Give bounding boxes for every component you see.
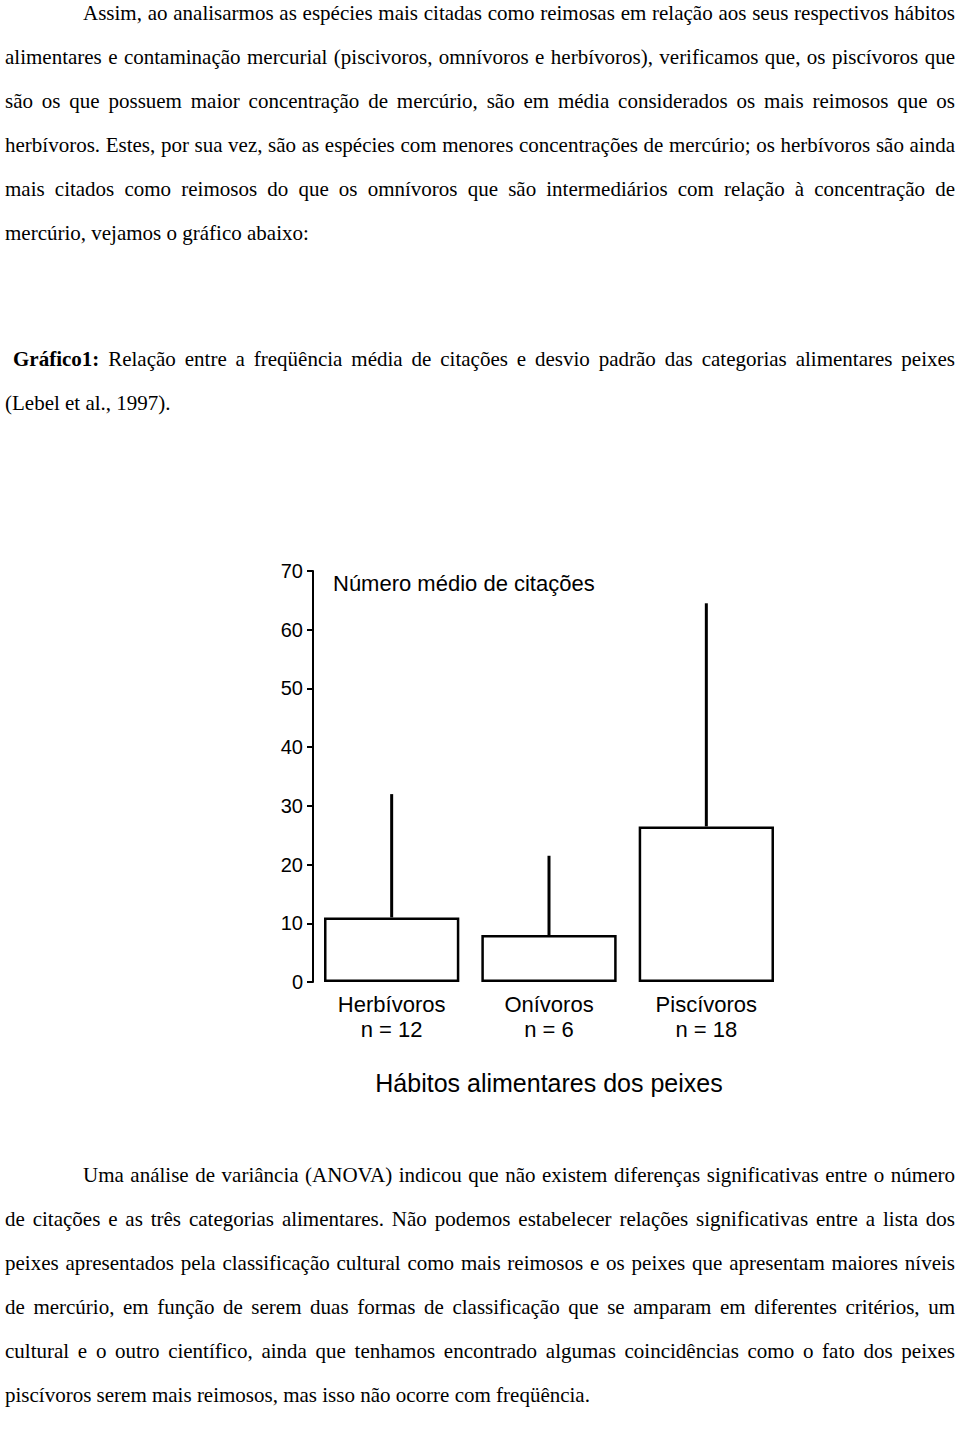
svg-text:60: 60 xyxy=(281,619,303,641)
svg-text:Piscívoros: Piscívoros xyxy=(656,992,757,1017)
svg-text:0: 0 xyxy=(292,971,303,993)
svg-text:50: 50 xyxy=(281,677,303,699)
svg-text:Hábitos alimentares dos peixes: Hábitos alimentares dos peixes xyxy=(375,1069,722,1097)
svg-text:Número médio de citações: Número médio de citações xyxy=(333,571,595,596)
svg-text:n = 6: n = 6 xyxy=(524,1017,574,1042)
svg-text:Herbívoros: Herbívoros xyxy=(338,992,446,1017)
html-text:Assim, ao analisarmos as espéc: Assim, ao analisarmos as espécies mais c… xyxy=(5,1,955,245)
svg-text:n = 18: n = 18 xyxy=(675,1017,737,1042)
svg-text:Onívoros: Onívoros xyxy=(504,992,593,1017)
svg-text:30: 30 xyxy=(281,795,303,817)
svg-text:40: 40 xyxy=(281,736,303,758)
svg-text:n = 12: n = 12 xyxy=(361,1017,423,1042)
html-text:Gráfico1: Relação entre a freq: Gráfico1: Relação entre a freqüência méd… xyxy=(5,347,955,415)
svg-text:70: 70 xyxy=(281,560,303,582)
svg-text:10: 10 xyxy=(281,912,303,934)
html-text:Uma análise de variância (ANOV: Uma análise de variância (ANOVA) indicou… xyxy=(5,1163,955,1407)
svg-text:20: 20 xyxy=(281,854,303,876)
